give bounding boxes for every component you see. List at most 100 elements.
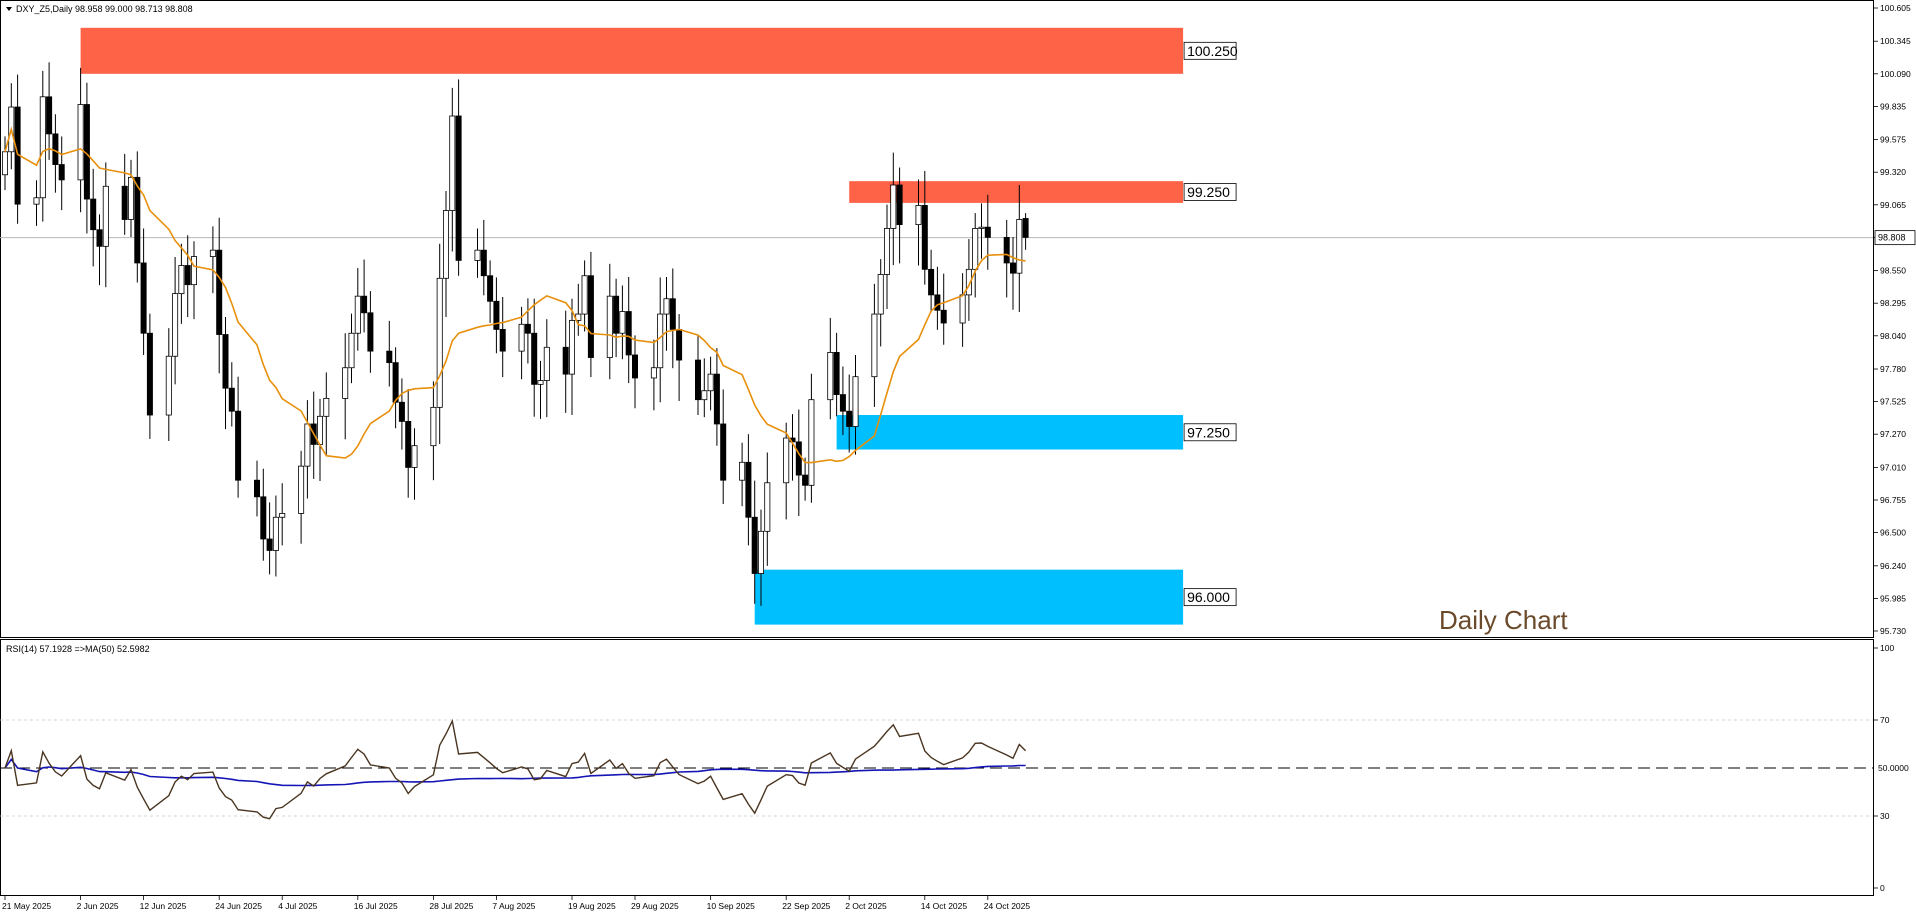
candle[interactable]	[442, 190, 449, 318]
candle[interactable]	[613, 278, 620, 358]
candle[interactable]	[298, 450, 305, 544]
candle[interactable]	[449, 87, 456, 252]
candle[interactable]	[405, 389, 412, 498]
candle[interactable]	[581, 260, 588, 332]
candle[interactable]	[663, 277, 670, 351]
candle[interactable]	[587, 251, 594, 378]
candle[interactable]	[1003, 219, 1010, 298]
candle[interactable]	[209, 226, 216, 294]
candle[interactable]	[430, 381, 437, 481]
candle[interactable]	[235, 376, 242, 498]
candle[interactable]	[279, 483, 286, 546]
candle[interactable]	[695, 336, 702, 416]
candle[interactable]	[619, 285, 626, 360]
candle[interactable]	[751, 480, 758, 604]
candle[interactable]	[499, 297, 506, 378]
candle[interactable]	[543, 319, 550, 418]
candle[interactable]	[266, 502, 273, 575]
zone-100.250[interactable]	[80, 27, 1184, 74]
candle[interactable]	[650, 339, 657, 411]
candle[interactable]	[493, 277, 500, 354]
candle[interactable]	[852, 354, 859, 455]
zone-97.250[interactable]	[836, 415, 1184, 450]
zone-96.000[interactable]	[754, 569, 1184, 625]
candle[interactable]	[172, 256, 179, 385]
candle[interactable]	[367, 291, 374, 373]
candle[interactable]	[984, 194, 991, 270]
candle[interactable]	[669, 268, 676, 369]
candle[interactable]	[827, 317, 834, 420]
candle[interactable]	[222, 317, 229, 430]
candle[interactable]	[228, 362, 235, 427]
candle[interactable]	[39, 70, 46, 222]
candle[interactable]	[140, 228, 147, 355]
candle[interactable]	[386, 320, 393, 387]
candle[interactable]	[833, 332, 840, 417]
candle[interactable]	[487, 260, 494, 324]
candle[interactable]	[77, 67, 84, 213]
candle[interactable]	[392, 347, 399, 429]
candle[interactable]	[304, 400, 311, 499]
candle[interactable]	[657, 277, 664, 403]
candle[interactable]	[134, 151, 141, 283]
candle[interactable]	[739, 442, 746, 507]
candle[interactable]	[884, 204, 891, 309]
candle[interactable]	[562, 310, 569, 413]
candle[interactable]	[531, 298, 538, 417]
candle[interactable]	[361, 259, 368, 333]
candle[interactable]	[518, 306, 525, 380]
candle[interactable]	[411, 428, 418, 500]
candle[interactable]	[720, 389, 727, 505]
candle[interactable]	[524, 298, 531, 364]
dropdown-triangle-icon[interactable]	[6, 7, 12, 11]
candle[interactable]	[33, 180, 40, 226]
candle[interactable]	[1010, 236, 1017, 310]
candle[interactable]	[745, 434, 752, 546]
candle[interactable]	[96, 214, 103, 286]
candle[interactable]	[348, 313, 355, 384]
candle[interactable]	[178, 243, 185, 324]
candle[interactable]	[354, 268, 361, 351]
candle[interactable]	[632, 335, 639, 409]
candle[interactable]	[764, 452, 771, 566]
candle[interactable]	[915, 179, 922, 266]
candle[interactable]	[802, 457, 809, 501]
candle[interactable]	[90, 168, 97, 267]
candle[interactable]	[713, 348, 720, 446]
candle[interactable]	[783, 422, 790, 520]
candle[interactable]	[165, 328, 172, 442]
candle[interactable]	[839, 366, 846, 436]
candle[interactable]	[972, 213, 979, 298]
candle[interactable]	[260, 468, 267, 561]
candle[interactable]	[342, 333, 349, 440]
candle[interactable]	[846, 374, 853, 453]
candle[interactable]	[127, 159, 134, 237]
candle[interactable]	[436, 243, 443, 444]
candle[interactable]	[871, 283, 878, 407]
candle[interactable]	[58, 136, 65, 211]
candle[interactable]	[121, 153, 128, 235]
candle[interactable]	[896, 167, 903, 264]
candle[interactable]	[606, 263, 613, 380]
candle[interactable]	[940, 273, 947, 345]
candle[interactable]	[398, 378, 405, 450]
candle[interactable]	[323, 372, 330, 456]
candle[interactable]	[707, 356, 714, 411]
candle[interactable]	[877, 259, 884, 347]
candle[interactable]	[569, 298, 576, 416]
candle[interactable]	[102, 162, 109, 288]
candle[interactable]	[455, 79, 462, 276]
candle[interactable]	[928, 249, 935, 313]
candle[interactable]	[253, 460, 260, 517]
candle[interactable]	[890, 152, 897, 266]
candle[interactable]	[934, 266, 941, 330]
candle[interactable]	[537, 360, 544, 419]
candle[interactable]	[701, 358, 708, 418]
candle[interactable]	[146, 313, 153, 439]
candle[interactable]	[978, 203, 985, 259]
candle[interactable]	[190, 241, 197, 320]
candle[interactable]	[1022, 213, 1029, 250]
candle[interactable]	[625, 277, 632, 384]
candle[interactable]	[184, 235, 191, 318]
